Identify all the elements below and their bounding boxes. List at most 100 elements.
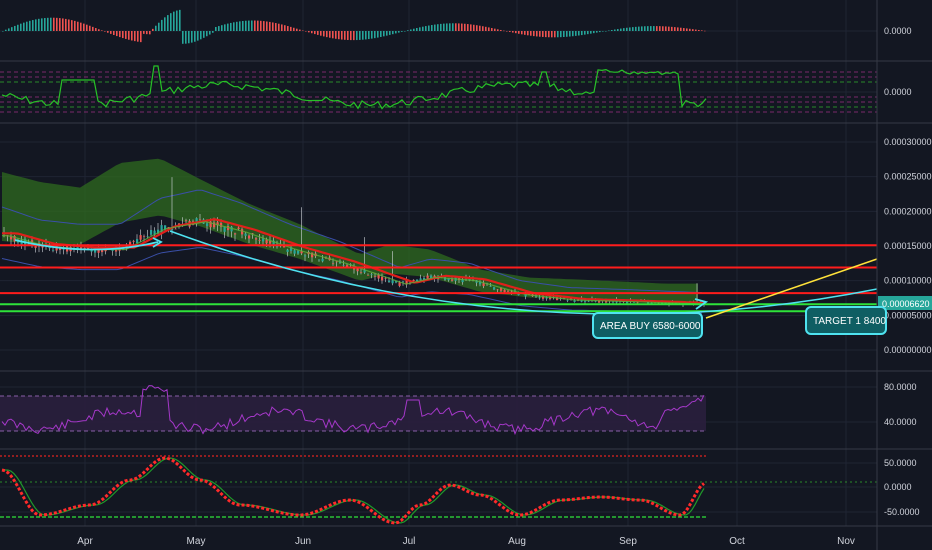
candle-body bbox=[311, 252, 314, 258]
target-box[interactable] bbox=[805, 306, 887, 335]
macd-bar bbox=[440, 23, 442, 31]
macd-bar bbox=[161, 19, 163, 31]
macd-bar bbox=[473, 24, 475, 31]
price-pane[interactable] bbox=[0, 158, 878, 319]
rsi-pane[interactable] bbox=[0, 385, 706, 436]
macd-bar bbox=[17, 24, 19, 31]
macd-bar bbox=[446, 23, 448, 31]
area-buy-callout[interactable]: AREA BUY 6580-6000 bbox=[592, 312, 703, 339]
candle-body bbox=[160, 225, 163, 233]
macd-bar bbox=[350, 31, 352, 41]
macd-bar bbox=[320, 31, 322, 36]
macd-bar bbox=[608, 30, 610, 32]
macd-bar bbox=[62, 18, 64, 31]
macd-bar bbox=[572, 31, 574, 37]
macd-bar bbox=[539, 31, 541, 37]
oscillator-line[interactable] bbox=[1, 65, 707, 110]
candle-body bbox=[290, 247, 293, 251]
macd-bar bbox=[476, 25, 478, 31]
macd-bar bbox=[542, 31, 544, 37]
macd-bar bbox=[77, 21, 79, 31]
cyan-curve-left[interactable] bbox=[14, 239, 159, 251]
candle-body bbox=[286, 249, 289, 252]
area-buy-box[interactable] bbox=[592, 312, 703, 339]
stoch-scale-label: -50.0000 bbox=[884, 507, 920, 517]
candle-body bbox=[507, 290, 510, 292]
macd-bar bbox=[359, 31, 361, 40]
candle-body bbox=[321, 258, 324, 262]
target-projection-line[interactable] bbox=[705, 258, 878, 319]
macd-bar bbox=[386, 31, 388, 36]
macd-bar bbox=[530, 31, 532, 36]
macd-bar bbox=[170, 13, 172, 31]
oscillator-pane[interactable] bbox=[0, 65, 877, 113]
candle-body bbox=[10, 236, 13, 240]
macd-bar bbox=[167, 15, 169, 31]
macd-bar bbox=[374, 31, 376, 39]
macd-bar bbox=[224, 24, 226, 31]
candle-body bbox=[101, 248, 104, 253]
rsi-line[interactable] bbox=[1, 385, 705, 436]
macd-bar bbox=[203, 31, 205, 38]
macd-bar bbox=[326, 31, 328, 38]
candle-body bbox=[360, 272, 363, 273]
macd-bar bbox=[422, 26, 424, 31]
candle-body bbox=[374, 276, 377, 277]
candle-body bbox=[300, 251, 303, 254]
candle-body bbox=[41, 245, 44, 248]
macd-bar bbox=[428, 25, 430, 31]
macd-bar bbox=[482, 26, 484, 31]
macd-bar bbox=[437, 24, 439, 31]
candle-body bbox=[419, 278, 422, 281]
candle-body bbox=[633, 302, 636, 303]
moving-average-green bbox=[2, 221, 707, 305]
macd-bar bbox=[272, 22, 274, 31]
macd-bar bbox=[158, 22, 160, 31]
price-scale-label: 0.00025000 bbox=[884, 172, 932, 182]
macd-bar bbox=[227, 23, 229, 31]
candle-body bbox=[549, 297, 552, 299]
macd-bar bbox=[233, 22, 235, 31]
target-text: TARGET 1 8400 bbox=[813, 316, 886, 327]
target-callout[interactable]: TARGET 1 8400 bbox=[805, 306, 887, 335]
candle-body bbox=[262, 238, 265, 242]
macd-bar bbox=[131, 31, 133, 41]
macd-bar bbox=[335, 31, 337, 39]
candle-body bbox=[234, 233, 237, 235]
macd-pane[interactable] bbox=[2, 9, 706, 44]
macd-bar bbox=[68, 19, 70, 31]
candle-body bbox=[612, 301, 615, 303]
macd-bar bbox=[14, 25, 16, 31]
macd-bar bbox=[392, 31, 394, 35]
macd-bar bbox=[119, 31, 121, 38]
candle-body bbox=[503, 289, 506, 293]
macd-bar bbox=[551, 31, 553, 38]
candle-body bbox=[129, 241, 132, 247]
time-axis[interactable]: Apr May Jun Jul Aug Sep Oct Nov bbox=[77, 536, 855, 547]
macd-bar bbox=[569, 31, 571, 37]
candle-body bbox=[143, 236, 146, 237]
macd-bar bbox=[293, 27, 295, 31]
macd-bar bbox=[47, 17, 49, 31]
macd-bar bbox=[53, 17, 55, 31]
price-scale[interactable]: 0.0000 0.0000 0.00030000 0.00025000 0.000200… bbox=[884, 26, 932, 517]
macd-bar bbox=[134, 31, 136, 42]
macd-bar bbox=[689, 28, 691, 31]
macd-bar bbox=[284, 25, 286, 31]
macd-bar bbox=[332, 31, 334, 39]
candle-body bbox=[20, 240, 23, 245]
candle-body bbox=[146, 236, 149, 237]
cyan-curve-main[interactable] bbox=[169, 230, 878, 315]
macd-bar bbox=[593, 31, 595, 34]
price-scale-label: 0.00005000 bbox=[884, 310, 932, 320]
macd-bar bbox=[314, 31, 316, 35]
macd-bar bbox=[290, 26, 292, 31]
macd-bar bbox=[620, 28, 622, 31]
macd-bar bbox=[89, 25, 91, 31]
stoch-pane[interactable] bbox=[0, 455, 877, 525]
candle-body bbox=[139, 235, 142, 240]
stoch-k-line[interactable] bbox=[1, 456, 705, 525]
macd-bar bbox=[488, 27, 490, 31]
